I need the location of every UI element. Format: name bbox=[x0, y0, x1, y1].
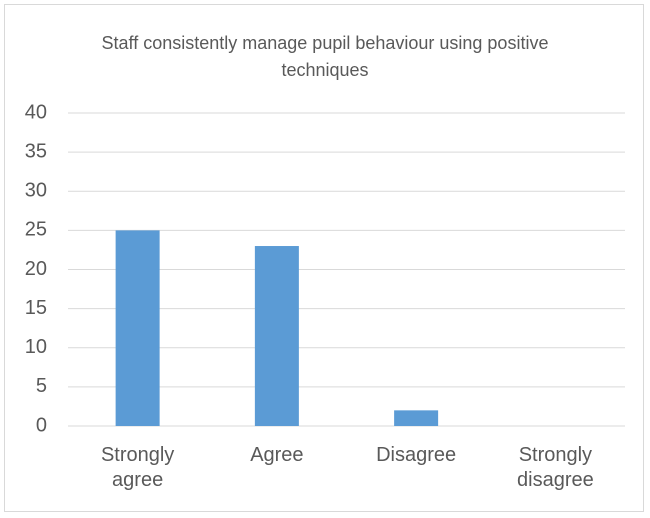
y-tick-label: 30 bbox=[25, 180, 47, 202]
y-tick-label: 5 bbox=[36, 375, 47, 397]
y-tick-label: 0 bbox=[36, 414, 47, 436]
x-tick-label: Agree bbox=[250, 444, 304, 466]
bar bbox=[115, 230, 160, 426]
chart-frame bbox=[4, 4, 644, 512]
x-tick-label: Disagree bbox=[376, 444, 457, 466]
y-tick-label: 10 bbox=[25, 336, 47, 358]
bar bbox=[394, 410, 439, 426]
x-tick-label: Strongly agree bbox=[100, 444, 175, 491]
x-tick-label: Strongly disagree bbox=[517, 444, 594, 491]
y-tick-label: 15 bbox=[25, 297, 47, 319]
bar bbox=[254, 246, 299, 426]
y-tick-label: 25 bbox=[25, 219, 47, 241]
chart-title: Staff consistently manage pupil behaviou… bbox=[101, 33, 549, 80]
y-tick-label: 35 bbox=[25, 140, 47, 162]
y-tick-label: 20 bbox=[25, 258, 47, 280]
y-tick-label: 40 bbox=[25, 101, 47, 123]
